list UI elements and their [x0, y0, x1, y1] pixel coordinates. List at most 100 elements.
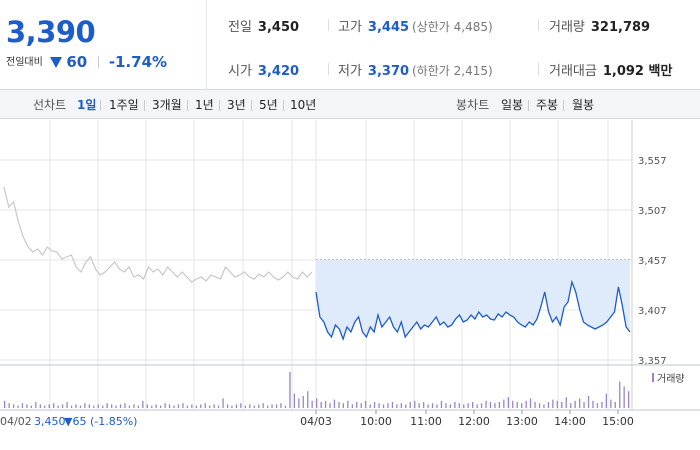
- low-label: 저가: [338, 64, 362, 79]
- today-price-line: [315, 279, 631, 341]
- prev-close-value: 3,450: [257, 20, 300, 35]
- price-chart[interactable]: 3,557 3,507 3,457 3,407 3,357 거래량 04/03 10:00 11…: [0, 120, 700, 450]
- volume-bar: [151, 405, 153, 408]
- volume-bar: [115, 405, 117, 408]
- volume-bar: [4, 400, 6, 408]
- divider: [219, 100, 220, 111]
- candle-weekly-tab[interactable]: 주봉: [536, 98, 559, 112]
- volume-bar: [79, 405, 82, 408]
- volume-bar: [200, 404, 202, 408]
- volume-bar: [84, 403, 86, 408]
- divider: [328, 19, 329, 31]
- volume-bar: [320, 402, 322, 408]
- volume-bar: [516, 402, 518, 408]
- volume-bar: [521, 403, 523, 408]
- prev-day-line: [3, 186, 313, 283]
- volume-bar: [570, 403, 572, 408]
- volume-bar: [168, 404, 171, 408]
- period-3m-tab[interactable]: 3개월: [152, 98, 182, 112]
- volume-bar: [347, 400, 349, 408]
- volume-bar: [93, 405, 95, 408]
- divider: [251, 100, 252, 111]
- volume-bar: [561, 402, 563, 408]
- period-3y-tab[interactable]: 3년: [227, 98, 246, 112]
- volume-legend-swatch: [652, 373, 654, 382]
- volume-bar: [601, 402, 603, 408]
- volume-bar: [445, 403, 447, 408]
- volume-legend-label: 거래량: [657, 373, 685, 385]
- volume-bar: [628, 391, 630, 408]
- volume-bar: [186, 405, 188, 408]
- volume-bar: [8, 403, 10, 408]
- change-value: 60: [66, 53, 88, 71]
- volume-bar: [244, 405, 246, 408]
- volume-bar: [17, 405, 19, 408]
- volume-bar: [610, 399, 612, 408]
- volume-bar: [111, 404, 113, 408]
- volume-bar: [128, 405, 131, 408]
- prev-day-change: ▼65 (-1.85%): [64, 415, 137, 428]
- divider: [283, 100, 284, 111]
- volume-bar: [280, 403, 282, 408]
- volume-bar: [164, 403, 166, 408]
- volume-bar: [436, 404, 438, 408]
- amount-value: 1,092 백만: [602, 64, 673, 79]
- volume-stat: 거래량 321,789: [549, 16, 650, 35]
- volume-bar: [30, 405, 32, 408]
- x-tick-label: 15:00: [602, 415, 634, 428]
- x-tick-label: 13:00: [506, 415, 538, 428]
- volume-bar: [338, 402, 340, 408]
- volume-bar: [351, 404, 353, 408]
- period-5y-tab[interactable]: 5년: [259, 98, 278, 112]
- volume-bar: [316, 398, 318, 408]
- divider: [100, 100, 101, 111]
- period-1y-tab[interactable]: 1년: [195, 98, 214, 112]
- volume-bar: [26, 404, 28, 408]
- divider: [563, 100, 564, 111]
- x-tick-label: 12:00: [458, 415, 490, 428]
- volume-bar: [35, 402, 37, 408]
- y-tick-label: 3,507: [638, 206, 667, 217]
- volume-bar: [97, 404, 99, 408]
- volume-value: 321,789: [590, 20, 651, 35]
- y-tick-label: 3,407: [638, 306, 667, 317]
- volume-bar: [240, 403, 242, 408]
- period-1d-tab[interactable]: 1일: [77, 98, 97, 112]
- volume-bar: [480, 403, 483, 408]
- low-stat: 저가 3,370 (하한가 2,415): [338, 60, 493, 79]
- volume-bar: [298, 398, 300, 408]
- volume-bar: [222, 398, 224, 408]
- divider: [538, 63, 539, 75]
- candle-monthly-tab[interactable]: 월봉: [572, 98, 595, 112]
- volume-bar: [53, 403, 55, 408]
- volume-bar: [476, 404, 478, 408]
- volume-bar: [235, 404, 238, 408]
- volume-bar: [262, 403, 264, 408]
- prev-day-close: 3,450: [34, 415, 66, 428]
- period-10y-tab[interactable]: 10년: [290, 98, 317, 112]
- volume-bar: [155, 404, 157, 408]
- y-tick-label: 3,357: [638, 356, 667, 367]
- volume-bar: [302, 396, 304, 408]
- line-chart-label: 선차트: [33, 98, 67, 112]
- volume-bar: [400, 403, 402, 408]
- candle-chart-label: 봉차트: [456, 98, 490, 112]
- volume-bar: [396, 404, 398, 408]
- candle-daily-tab[interactable]: 일봉: [501, 98, 524, 112]
- volume-bar: [579, 398, 581, 408]
- volume-bar: [472, 402, 474, 408]
- volume-bar: [12, 404, 15, 408]
- y-tick-label: 3,457: [638, 256, 667, 267]
- volume-bar: [173, 405, 175, 408]
- volume-bar: [391, 402, 394, 408]
- volume-bar: [275, 404, 278, 408]
- volume-bar: [213, 404, 215, 408]
- volume-bar: [258, 404, 260, 408]
- period-1w-tab[interactable]: 1주일: [109, 98, 139, 112]
- volume-bar: [360, 403, 362, 408]
- x-tick-label: 11:00: [410, 415, 442, 428]
- current-price-box: 3,390 전일대비 60 -1.74%: [0, 0, 207, 90]
- change-percent: -1.74%: [108, 53, 168, 71]
- volume-bar: [529, 398, 532, 408]
- volume-bar: [525, 400, 527, 408]
